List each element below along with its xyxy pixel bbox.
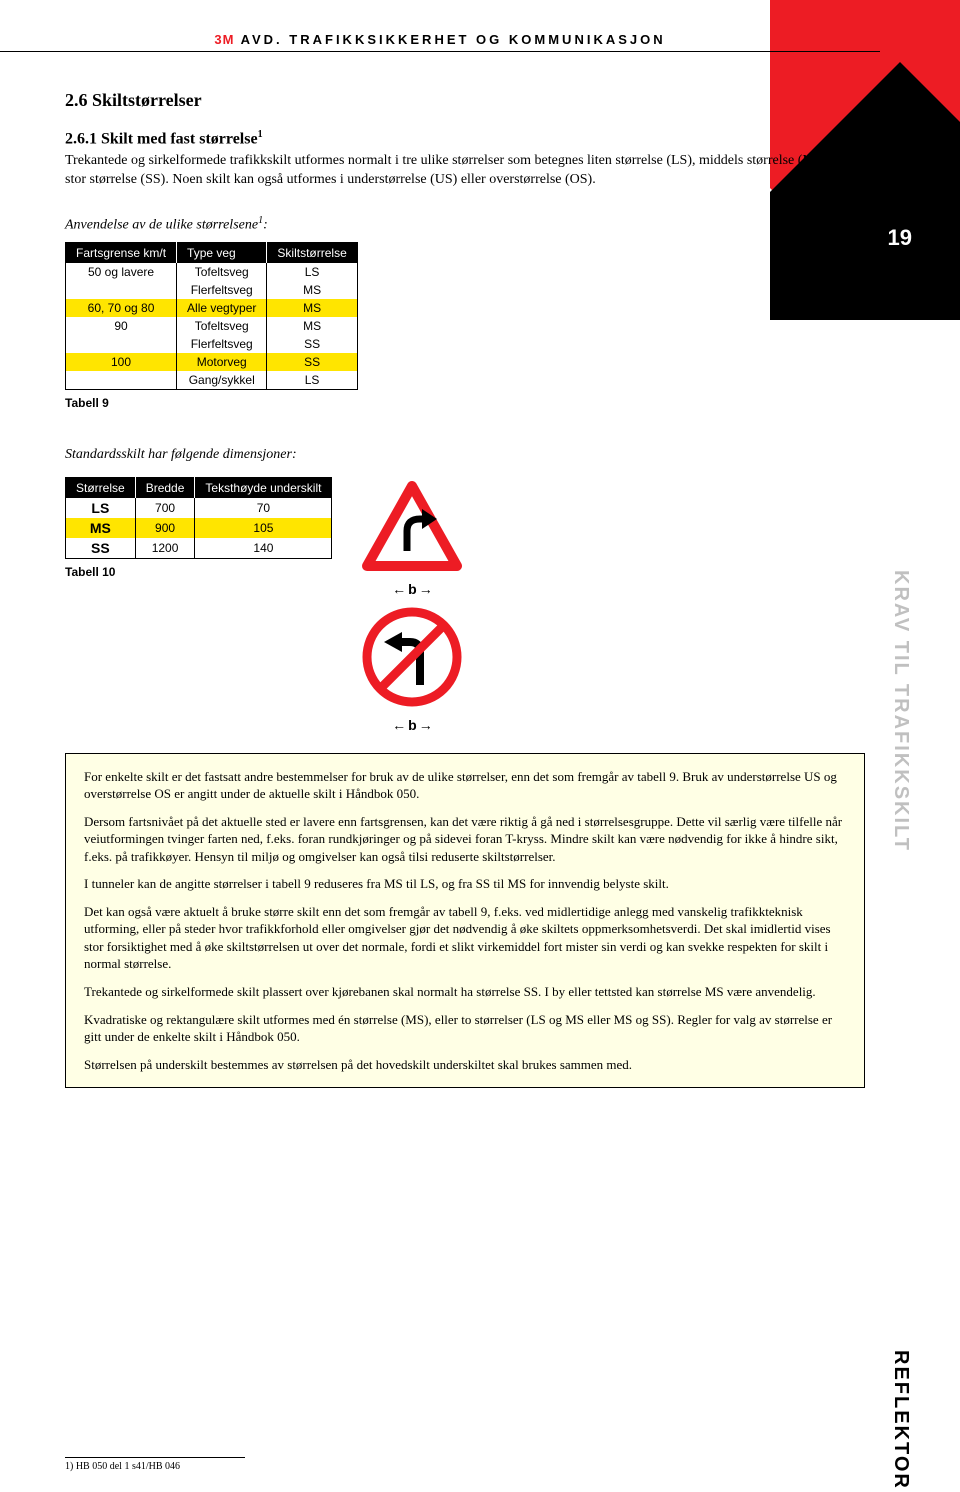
table-9: Fartsgrense km/tType vegSkiltstørrelse 5… xyxy=(65,242,358,390)
no-left-turn-icon xyxy=(362,607,462,707)
table-10-caption: Tabell 10 xyxy=(65,565,332,579)
callout-p1: For enkelte skilt er det fastsatt andre … xyxy=(84,768,846,803)
logo-3m: 3M xyxy=(214,32,234,47)
callout-p7: Størrelsen på underskilt bestemmes av st… xyxy=(84,1056,846,1074)
footnote: 1) HB 050 del 1 s41/HB 046 xyxy=(65,1457,245,1472)
department-label: AVD. TRAFIKKSIKKERHET OG KOMMUNIKASJON xyxy=(241,32,666,47)
callout-p2: Dersom fartsnivået på det aktuelle sted … xyxy=(84,813,846,866)
info-callout: For enkelte skilt er det fastsatt andre … xyxy=(65,753,865,1089)
dimensions-label: Standardsskilt har følgende dimensjoner: xyxy=(65,446,865,465)
side-label-krav: KRAV TIL TRAFIKKSKILT xyxy=(889,570,912,852)
usage-label: Anvendelse av de ulike størrelsene1: xyxy=(65,214,865,236)
subsection-title: 2.6.1 Skilt med fast størrelse1 xyxy=(65,129,865,148)
callout-p6: Kvadratiske og rektangulære skilt utform… xyxy=(84,1011,846,1046)
callout-p5: Trekantede og sirkelformede skilt plasse… xyxy=(84,983,846,1001)
page-header: 3M AVD. TRAFIKKSIKKERHET OG KOMMUNIKASJO… xyxy=(0,32,880,52)
warning-triangle-icon xyxy=(362,481,462,571)
side-label-reflektor: REFLEKTOR xyxy=(889,1350,912,1490)
callout-p3: I tunneler kan de angitte størrelser i t… xyxy=(84,875,846,893)
section-title: 2.6 Skiltstørrelser xyxy=(65,90,865,111)
table-10: StørrelseBreddeTeksthøyde underskilt LS7… xyxy=(65,477,332,559)
page-number: 19 xyxy=(888,225,912,251)
callout-p4: Det kan også være aktuelt å bruke større… xyxy=(84,903,846,973)
intro-paragraph: Trekantede og sirkelformede trafikkskilt… xyxy=(65,152,865,190)
table-9-caption: Tabell 9 xyxy=(65,396,865,410)
sign-illustrations: ←b→ ←b→ xyxy=(362,481,462,733)
